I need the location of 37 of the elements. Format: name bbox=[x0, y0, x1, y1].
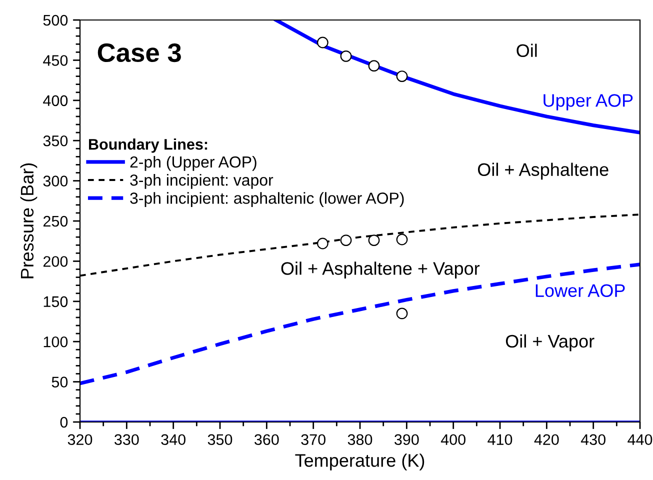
x-tick-label: 330 bbox=[114, 434, 139, 446]
legend-label: 2-ph (Upper AOP) bbox=[130, 156, 256, 171]
y-tick-label: 0 bbox=[60, 416, 68, 428]
y-tick-label: 400 bbox=[43, 95, 68, 106]
y-axis-title: Pressure (Bar) bbox=[20, 163, 38, 278]
x-tick-label: 420 bbox=[534, 434, 559, 446]
x-tick-label: 380 bbox=[348, 434, 372, 446]
y-tick-label: 150 bbox=[44, 296, 68, 308]
annotation: Oil bbox=[516, 44, 537, 58]
x-tick-label: 360 bbox=[254, 434, 279, 446]
x-tick-label: 340 bbox=[161, 434, 186, 446]
x-tick-label: 430 bbox=[580, 434, 606, 446]
annotation: Lower AOP bbox=[536, 284, 625, 297]
x-tick-label: 410 bbox=[488, 434, 512, 446]
x-tick-label: 390 bbox=[394, 434, 419, 446]
y-tick-label: 250 bbox=[43, 216, 68, 227]
x-tick-label: 400 bbox=[440, 434, 466, 446]
y-tick-label: 100 bbox=[44, 336, 68, 348]
x-tick-label: 440 bbox=[628, 434, 652, 446]
y-tick-label: 500 bbox=[43, 14, 68, 26]
legend-label: 3-ph incipient: asphaltenic (lower AOP) bbox=[130, 192, 404, 208]
x-axis-title: Temperature (K) bbox=[295, 454, 424, 470]
y-tick-label: 300 bbox=[43, 176, 68, 186]
annotation: Oil + Asphaltene bbox=[478, 162, 608, 180]
x-tick-label: 320 bbox=[68, 434, 92, 446]
annotation: Case 3 bbox=[98, 43, 181, 62]
annotation: Oil + Asphaltene + Vapor bbox=[281, 262, 480, 278]
y-tick-label: 450 bbox=[43, 55, 68, 66]
y-tick-label: 50 bbox=[52, 376, 68, 388]
annotation: Upper AOP bbox=[544, 94, 633, 110]
x-tick-label: 350 bbox=[208, 434, 232, 446]
x-tick-label: 370 bbox=[301, 434, 326, 446]
legend-title: Boundary Lines: bbox=[89, 138, 208, 153]
legend-label: 3-ph incipient: vapor bbox=[130, 174, 274, 189]
y-tick-label: 350 bbox=[43, 135, 68, 146]
annotation: Oil + Vapor bbox=[506, 334, 594, 352]
y-tick-label: 200 bbox=[43, 256, 68, 267]
